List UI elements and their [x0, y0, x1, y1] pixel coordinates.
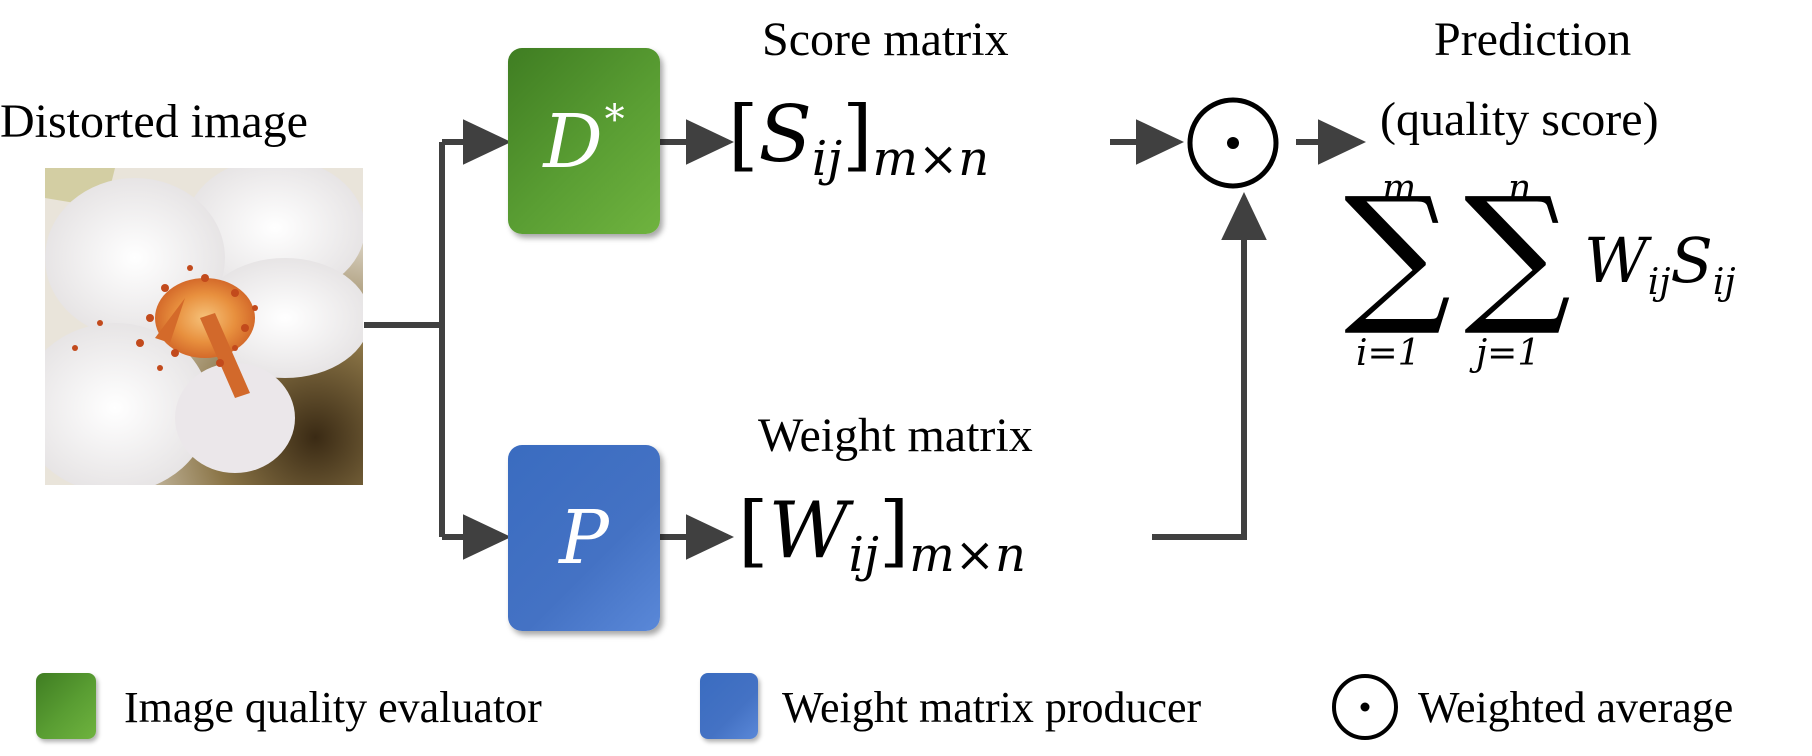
- legend: Image quality evaluator Weight matrix pr…: [0, 670, 1812, 750]
- sum1-lower: i=1: [1356, 333, 1421, 374]
- term-s-sub: ij: [1712, 262, 1736, 303]
- weight-matrix-title: Weight matrix: [758, 409, 1033, 462]
- odot-operator-icon: [1187, 97, 1279, 189]
- evaluator-symbol: D: [543, 99, 603, 185]
- weight-matrix-sub: ij: [848, 527, 879, 583]
- evaluator-box: D*: [508, 48, 660, 234]
- legend-average-label: Weighted average: [1418, 683, 1734, 732]
- legend-producer-label: Weight matrix producer: [782, 683, 1202, 732]
- score-matrix-expression: [Sij]m×n: [728, 90, 990, 187]
- term-s: S: [1670, 224, 1713, 297]
- evaluator-superscript: *: [604, 97, 625, 143]
- sum2-lower: j=1: [1476, 333, 1541, 374]
- legend-evaluator-label: Image quality evaluator: [124, 683, 542, 732]
- producer-box: P: [508, 445, 660, 631]
- sum1-upper: m: [1382, 168, 1417, 209]
- sum2-upper: n: [1508, 168, 1532, 209]
- input-label: Distorted image: [0, 95, 308, 148]
- sum1-symbol: ∑: [1344, 166, 1452, 340]
- weight-matrix-dims: m×n: [909, 527, 1026, 583]
- score-matrix-sub: ij: [811, 131, 843, 187]
- prediction-subtitle: (quality score): [1380, 93, 1659, 146]
- producer-symbol: P: [559, 495, 609, 581]
- weight-matrix-expression: [Wij]m×n: [738, 486, 1026, 583]
- legend-blue-swatch: [700, 673, 758, 739]
- legend-green-swatch: [36, 673, 96, 739]
- flower-photo-icon: [45, 168, 363, 485]
- sum-term: WijSij: [1584, 230, 1736, 301]
- score-matrix-dims: m×n: [872, 131, 990, 187]
- prediction-formula: m ∑ i=1 n ∑ j=1 WijSij: [1340, 168, 1810, 388]
- weight-matrix-symbol: W: [768, 486, 849, 576]
- score-matrix-symbol: S: [758, 90, 812, 180]
- arrow-weight-to-operator: [1152, 192, 1267, 540]
- sum2-symbol: ∑: [1464, 166, 1572, 340]
- prediction-title: Prediction: [1434, 13, 1632, 66]
- distorted-image: [45, 168, 363, 485]
- score-matrix-title: Score matrix: [762, 13, 1009, 66]
- term-w: W: [1584, 224, 1648, 297]
- legend-odot-icon: [1332, 674, 1398, 740]
- term-w-sub: ij: [1647, 262, 1671, 303]
